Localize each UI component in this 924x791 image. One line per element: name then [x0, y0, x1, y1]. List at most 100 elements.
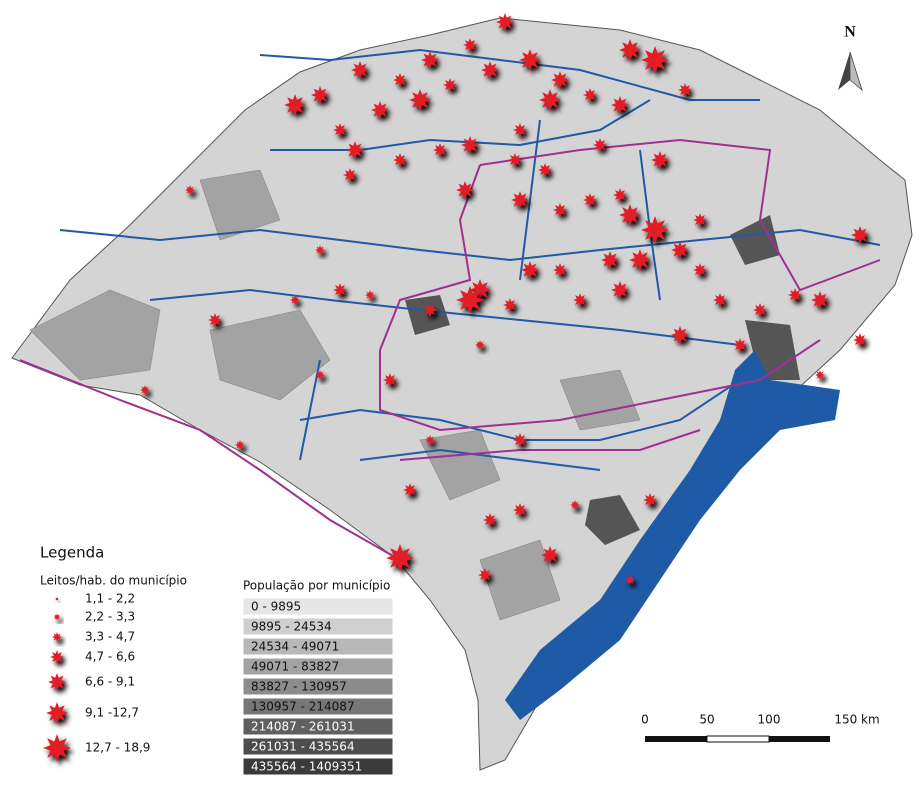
bed-star: [713, 293, 727, 307]
population-class-label: 214087 - 261031: [251, 720, 355, 734]
population-legend-title: População por município: [243, 579, 390, 593]
bed-star: [651, 151, 669, 169]
bed-star: [693, 213, 707, 227]
population-swatch: [242, 617, 394, 636]
bed-star: [456, 181, 474, 199]
bed-star: [443, 78, 457, 92]
bed-star: [593, 138, 607, 152]
scale-label: 50: [699, 713, 714, 727]
scale-bar: 0 50 100 150 km: [641, 713, 880, 743]
bed-star: [496, 13, 514, 31]
bed-star: [423, 303, 437, 317]
bed-star: [513, 123, 527, 137]
bed-star: [539, 89, 561, 111]
population-swatch: [242, 717, 394, 736]
bed-star: [733, 338, 747, 352]
beds-legend: 1,1 - 2,2 2,2 - 3,3 3,3 - 4,7 4,7 - 6,6 6,6 …: [43, 592, 150, 762]
population-class-label: 83827 - 130957: [251, 680, 347, 694]
bed-star: [343, 168, 357, 182]
bed-star: [290, 295, 300, 305]
bed-star: [433, 143, 447, 157]
bed-star: [811, 291, 829, 309]
bed-star: [570, 500, 580, 510]
bed-star: [403, 483, 417, 497]
population-swatch: [242, 637, 394, 656]
bed-star: [573, 293, 587, 307]
population-class-label: 9895 - 24534: [251, 620, 332, 634]
population-class-label: 0 - 9895: [251, 600, 301, 614]
bed-star: [503, 298, 517, 312]
legend-star: [43, 734, 71, 762]
bed-star: [421, 51, 439, 69]
bed-star: [551, 71, 569, 89]
beds-class-label: 9,1 -12,7: [85, 706, 139, 720]
beds-class-label: 6,6 - 9,1: [85, 675, 135, 689]
scale-label: 100: [758, 713, 781, 727]
population-legend: 0 - 9895 9895 - 24534 24534 - 49071 49071 -…: [242, 597, 394, 776]
bed-star: [513, 503, 527, 517]
legend-star: [55, 597, 59, 601]
bed-star: [853, 333, 867, 347]
north-label: N: [844, 24, 856, 41]
bed-star: [185, 185, 195, 195]
beds-class-label: 3,3 - 4,7: [85, 630, 135, 644]
bed-star: [393, 153, 407, 167]
bed-star: [671, 241, 689, 259]
legend-star: [50, 650, 64, 664]
bed-star: [208, 313, 222, 327]
bed-star: [315, 370, 325, 380]
bed-star: [619, 39, 641, 61]
bed-star: [678, 83, 692, 97]
population-class-label: 24534 - 49071: [251, 640, 339, 654]
bed-star: [483, 513, 497, 527]
bed-star: [481, 61, 499, 79]
bed-star: [284, 94, 306, 116]
legend-star: [46, 702, 68, 724]
north-arrow: N: [838, 24, 863, 92]
bed-star: [456, 286, 484, 314]
bed-star: [753, 303, 767, 317]
hospital-beds: [140, 13, 869, 585]
beds-legend-title: Leitos/hab. do município: [40, 574, 187, 588]
beds-class-label: 12,7 - 18,9: [85, 741, 150, 755]
bed-star: [371, 101, 389, 119]
bed-star: [851, 226, 869, 244]
bed-star: [311, 86, 329, 104]
bed-star: [629, 249, 651, 271]
legend-star: [48, 673, 66, 691]
bed-star: [475, 340, 485, 350]
bed-star: [508, 153, 522, 167]
bed-star: [521, 261, 539, 279]
bed-star: [601, 251, 619, 269]
population-swatch: [242, 697, 394, 716]
population-swatch: [242, 757, 394, 776]
bed-star: [583, 193, 597, 207]
bed-star: [333, 123, 347, 137]
population-class-label: 435564 - 1409351: [251, 760, 362, 774]
bed-star: [461, 136, 479, 154]
beds-class-label: 2,2 - 3,3: [85, 610, 135, 624]
lagoon: [505, 350, 840, 720]
bed-star: [463, 38, 477, 52]
population-class-label: 261031 - 435564: [251, 740, 355, 754]
population-class-label: 130957 - 214087: [251, 700, 355, 714]
bed-star: [511, 191, 529, 209]
bed-star: [315, 245, 325, 255]
bed-star: [693, 263, 707, 277]
bed-star: [671, 326, 689, 344]
scale-label: 0: [641, 713, 649, 727]
bed-star: [393, 73, 407, 87]
bed-star: [333, 283, 347, 297]
bed-star: [613, 188, 627, 202]
bed-star: [815, 370, 825, 380]
bed-star: [425, 435, 435, 445]
bed-star: [519, 49, 541, 71]
population-swatch: [242, 597, 394, 616]
bed-star: [538, 163, 552, 177]
population-areas: [29, 169, 641, 621]
bed-star: [386, 544, 414, 572]
bed-star: [235, 440, 245, 450]
scale-label: 150 km: [834, 713, 879, 727]
bed-star: [478, 568, 492, 582]
